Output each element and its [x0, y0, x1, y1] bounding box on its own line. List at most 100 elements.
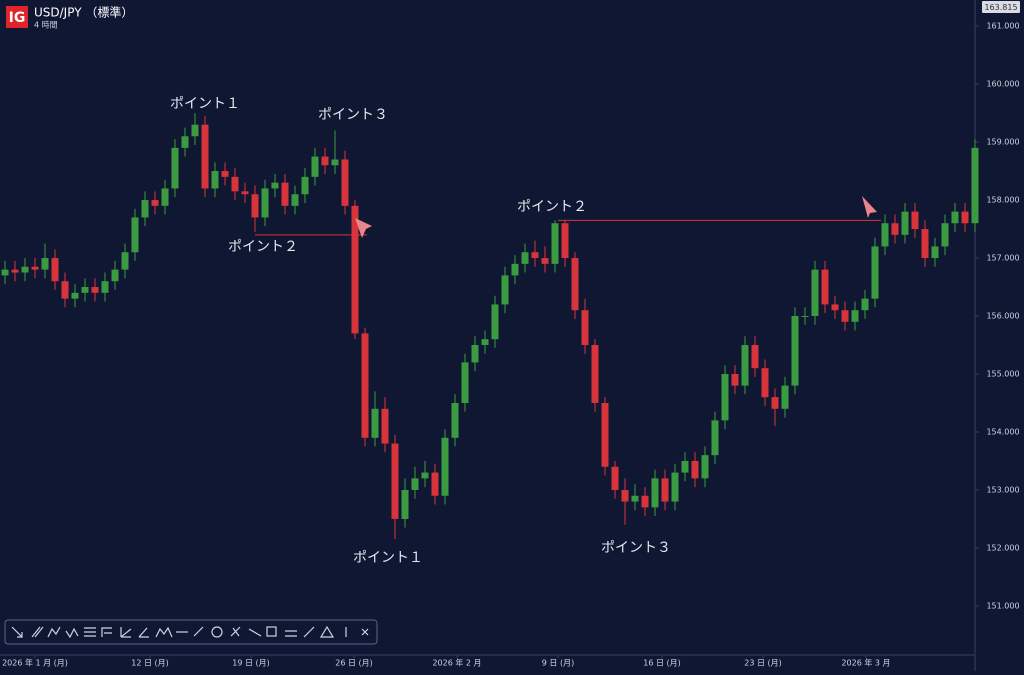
candle-body: [671, 472, 679, 502]
candle-body: [441, 437, 449, 496]
candle-body: [361, 333, 369, 438]
candle-body: [511, 263, 519, 276]
title: USD/JPY （標準）: [34, 5, 133, 20]
candle-body: [31, 266, 39, 270]
candle-body: [971, 147, 979, 224]
candle-body: [131, 217, 139, 253]
candle-body: [751, 345, 759, 369]
y-tick-label: 160.000: [986, 80, 1019, 89]
candle-body: [481, 339, 489, 346]
candle-body: [211, 171, 219, 189]
candle-body: [801, 316, 809, 318]
candle-body: [691, 460, 699, 479]
candle-body: [41, 258, 49, 270]
y-tick-label: 153.000: [986, 485, 1019, 494]
x-tick-label: 2026 年 1 月 (月): [2, 658, 68, 668]
candle-body: [341, 159, 349, 206]
candle-body: [631, 495, 639, 502]
candle-body: [621, 489, 629, 502]
y-tick-label: 158.000: [986, 196, 1019, 205]
x-tick-label: 19 日 (月): [232, 659, 270, 668]
candle-body: [21, 266, 29, 273]
candle-body: [181, 136, 189, 148]
logo-box: [6, 6, 28, 28]
annotation: ポイント３: [318, 107, 388, 123]
candle-body: [491, 304, 499, 340]
candle-body: [261, 188, 269, 218]
candle-body: [81, 287, 89, 293]
candle-body: [471, 345, 479, 363]
arrow: [862, 196, 877, 218]
candle-body: [891, 223, 899, 235]
candle-body: [371, 408, 379, 438]
candle-body: [821, 269, 829, 305]
x-tick-label: 12 日 (月): [131, 659, 169, 668]
candle-body: [531, 252, 539, 259]
y-tick-label: 156.000: [986, 312, 1019, 321]
candle-body: [101, 281, 109, 293]
candle-body: [231, 176, 239, 192]
candle-body: [151, 200, 159, 206]
candle-body: [641, 495, 649, 508]
candle-body: [201, 124, 209, 189]
candle-body: [921, 229, 929, 259]
candle-body: [881, 223, 889, 247]
y-tick-label: 155.000: [986, 369, 1019, 378]
y-tick-label: 157.000: [986, 254, 1019, 263]
candle-body: [331, 159, 339, 166]
candle-body: [851, 310, 859, 322]
candle-body: [541, 258, 549, 264]
candle-body: [611, 466, 619, 490]
candle-body: [291, 194, 299, 206]
y-tick-label: 151.000: [986, 601, 1019, 610]
candle-body: [901, 211, 909, 235]
annotation: ポイント１: [170, 96, 240, 112]
x-tick-label: 2026 年 2 月: [432, 658, 481, 668]
candle-body: [581, 310, 589, 346]
x-tick-label: 9 日 (月): [542, 659, 574, 668]
x-tick-label: 26 日 (月): [335, 659, 373, 668]
candle-body: [11, 269, 19, 273]
candle-body: [681, 460, 689, 473]
logo: IG: [9, 10, 26, 26]
candle-body: [391, 443, 399, 519]
candle-body: [51, 258, 59, 282]
candle-body: [701, 455, 709, 479]
subtitle: 4 時間: [34, 21, 58, 30]
y-tick-label: 161.000: [986, 22, 1019, 31]
candle-body: [771, 397, 779, 409]
candle-body: [1, 269, 9, 276]
toolbar-box: [4, 619, 378, 645]
x-tick-label: 23 日 (月): [744, 659, 782, 668]
y-tick-label: 159.000: [986, 138, 1019, 147]
candle-body: [941, 223, 949, 247]
toolbar-icons[interactable]: [11, 625, 369, 639]
candle-body: [711, 420, 719, 456]
candle-body: [661, 478, 669, 502]
annotation: ポイント１: [353, 550, 423, 566]
candle-body: [71, 292, 79, 299]
y-tick-label: 154.000: [986, 427, 1019, 436]
candle-body: [161, 188, 169, 206]
annotation: ポイント３: [601, 540, 671, 556]
candle-body: [421, 472, 429, 479]
candle-body: [561, 223, 569, 259]
price-tag-box: [982, 1, 1020, 13]
candle-body: [931, 246, 939, 259]
candle-body: [281, 182, 289, 206]
candle-body: [841, 310, 849, 322]
candle-body: [501, 275, 509, 305]
candle-body: [321, 156, 329, 166]
candle-body: [381, 408, 389, 444]
candle-body: [301, 176, 309, 195]
y-tick-label: 152.000: [986, 543, 1019, 552]
candle-body: [861, 298, 869, 311]
candle-body: [351, 205, 359, 334]
candle-body: [241, 191, 249, 195]
candle-body: [311, 156, 319, 177]
candle-body: [91, 287, 99, 293]
candle-body: [121, 252, 129, 270]
x-tick-label: 16 日 (月): [643, 659, 681, 668]
annotation: ポイント２: [517, 199, 587, 215]
